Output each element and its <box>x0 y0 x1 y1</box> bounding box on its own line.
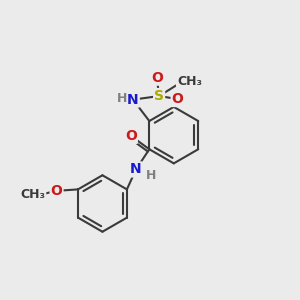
Text: S: S <box>154 89 164 103</box>
Text: N: N <box>127 93 139 106</box>
Text: O: O <box>172 92 184 106</box>
Text: CH₃: CH₃ <box>20 188 45 201</box>
Text: O: O <box>151 70 163 85</box>
Text: N: N <box>130 163 142 176</box>
Text: H: H <box>146 169 156 182</box>
Text: CH₃: CH₃ <box>177 75 202 88</box>
Text: O: O <box>51 184 62 198</box>
Text: O: O <box>125 129 137 143</box>
Text: H: H <box>116 92 127 105</box>
